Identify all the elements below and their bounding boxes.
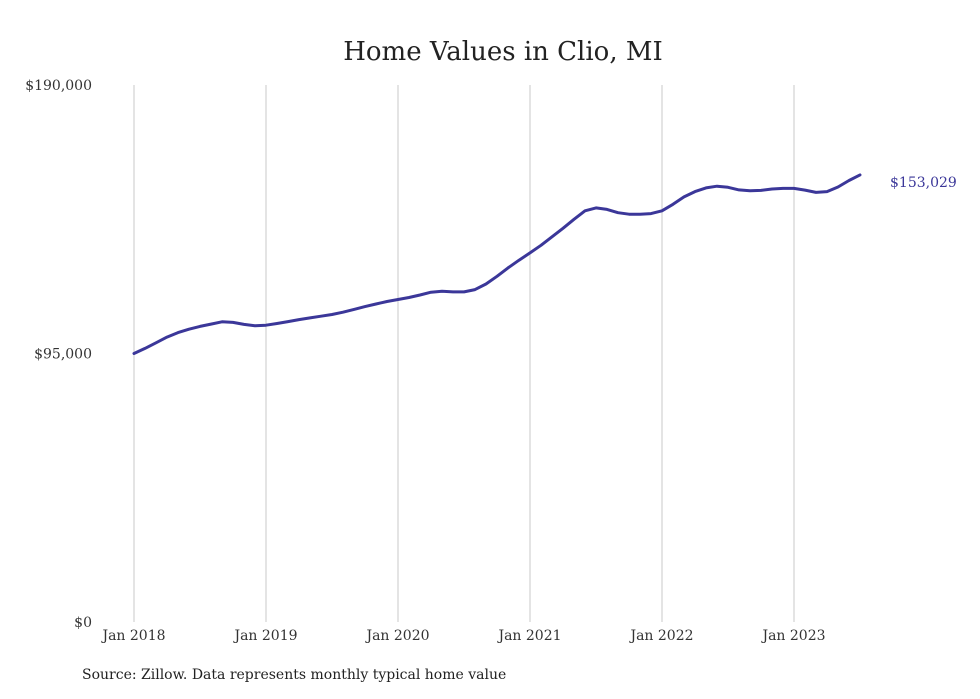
- x-tick-label: Jan 2023: [760, 628, 825, 644]
- x-tick-label: Jan 2018: [100, 628, 165, 644]
- series-layer: [132, 173, 862, 355]
- x-tick-label: Jan 2019: [232, 628, 297, 644]
- end-value-label: $153,029: [890, 175, 957, 191]
- x-axis-ticks: Jan 2018 Jan 2019 Jan 2020 Jan 2021 Jan 2022…: [100, 628, 825, 644]
- x-tick-label: Jan 2021: [496, 628, 561, 644]
- source-note: Source: Zillow. Data represents monthly …: [82, 667, 507, 683]
- chart-title: Home Values in Clio, MI: [343, 37, 663, 67]
- grid-lines: [133, 85, 795, 622]
- x-tick-label: Jan 2020: [364, 628, 429, 644]
- y-tick-label: $0: [74, 615, 92, 631]
- y-tick-label: $190,000: [25, 78, 92, 94]
- y-axis-ticks: $0 $95,000 $190,000: [25, 78, 92, 631]
- series-line: [132, 173, 862, 355]
- y-tick-label: $95,000: [34, 347, 92, 363]
- x-tick-label: Jan 2022: [628, 628, 693, 644]
